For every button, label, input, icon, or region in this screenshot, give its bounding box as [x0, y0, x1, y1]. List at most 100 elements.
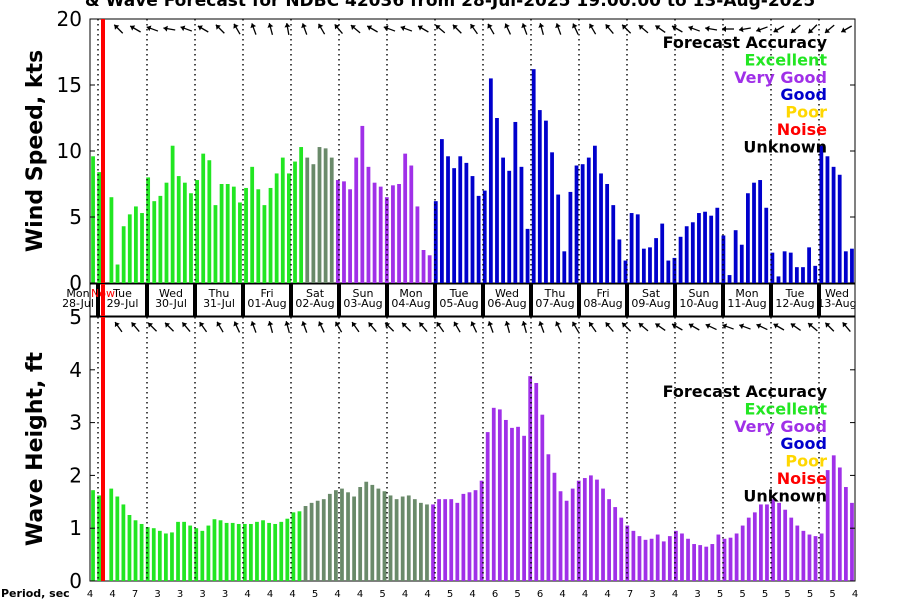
day-name: Sat — [306, 287, 325, 300]
legend-title: Forecast Accuracy — [663, 33, 828, 52]
day-divider — [145, 284, 149, 316]
bar — [440, 139, 444, 283]
period-value: 4 — [334, 589, 340, 600]
bar — [287, 173, 291, 283]
direction-arrow — [589, 23, 597, 35]
day-name: Thu — [208, 287, 230, 300]
day-name: Mon — [399, 287, 422, 300]
bar — [510, 427, 514, 581]
direction-arrow — [621, 322, 632, 332]
direction-arrow — [688, 323, 700, 331]
bar — [303, 506, 308, 581]
direction-arrow — [790, 24, 801, 34]
bar — [297, 511, 302, 581]
bar — [256, 189, 261, 283]
direction-arrow — [521, 321, 528, 333]
bar — [97, 172, 102, 283]
direction-arrow — [521, 23, 528, 35]
day-date: 05-Aug — [439, 297, 478, 310]
bar — [419, 502, 423, 581]
bar — [794, 267, 799, 283]
direction-arrow — [383, 25, 396, 32]
bar — [801, 530, 806, 581]
bar — [151, 528, 156, 581]
bar — [425, 504, 429, 581]
bar — [540, 414, 545, 581]
day-divider — [577, 284, 581, 316]
direction-arrow — [401, 322, 412, 332]
bar — [807, 247, 811, 283]
bar — [831, 166, 836, 283]
bar — [164, 182, 169, 283]
bar — [690, 222, 695, 283]
bar — [531, 69, 536, 283]
bar — [758, 180, 763, 283]
y-tick-label: 3 — [69, 411, 82, 435]
bar — [605, 184, 610, 283]
direction-arrow — [487, 321, 494, 333]
y-tick-label: 0 — [69, 271, 82, 295]
direction-arrow — [400, 25, 413, 32]
bar — [366, 166, 371, 283]
bar — [273, 523, 278, 581]
bar — [570, 488, 575, 581]
bar — [722, 538, 727, 581]
period-value: 5 — [717, 589, 723, 600]
bar — [323, 148, 328, 283]
day-divider — [529, 284, 533, 316]
day-date: 07-Aug — [535, 297, 574, 310]
direction-arrow — [807, 24, 818, 34]
bar — [485, 432, 490, 581]
bar — [176, 521, 180, 581]
day-bar-frame — [89, 283, 856, 317]
bar — [121, 226, 126, 283]
day-name: Wed — [495, 287, 519, 300]
bar — [740, 525, 745, 581]
y-axis-label: Wave Height, ft — [23, 351, 48, 546]
period-value: 3 — [694, 589, 700, 600]
period-value: 5 — [312, 589, 318, 600]
bar — [238, 202, 242, 283]
bar — [437, 499, 441, 581]
direction-arrow — [250, 321, 257, 333]
bar — [556, 194, 561, 283]
bar — [546, 454, 551, 581]
direction-arrow — [114, 321, 123, 333]
direction-arrow — [705, 25, 718, 32]
legend-item: Good — [780, 434, 827, 453]
bar — [507, 170, 512, 283]
bar — [340, 488, 344, 581]
direction-arrow — [147, 322, 158, 332]
legend-item: Poor — [785, 103, 827, 122]
period-value: 4 — [357, 589, 363, 600]
direction-arrow — [250, 23, 257, 35]
direction-arrow — [301, 23, 308, 35]
bar — [788, 252, 793, 283]
bar — [97, 495, 101, 581]
direction-arrow — [366, 25, 378, 33]
day-divider — [385, 284, 389, 316]
direction-arrow — [164, 322, 175, 332]
bar — [534, 383, 539, 581]
bar — [703, 211, 707, 283]
bar — [843, 251, 848, 283]
legend-item: Very Good — [734, 417, 827, 436]
bar — [461, 493, 466, 581]
day-divider — [481, 284, 485, 316]
direction-arrow — [453, 321, 461, 333]
bar — [497, 409, 502, 581]
bar — [771, 499, 775, 581]
y-tick-label: 5 — [69, 205, 82, 229]
bar — [482, 190, 487, 283]
period-value: 5 — [739, 589, 745, 600]
direction-arrow — [384, 322, 395, 332]
bar — [716, 534, 721, 581]
bar — [564, 500, 569, 581]
period-value: 4 — [604, 589, 610, 600]
bar — [382, 491, 387, 581]
bar — [127, 515, 132, 581]
bar — [449, 499, 454, 581]
wind-speed-panel: 0 5 10 15 20 Wind Speed, kts Forecast Accuracy… — [23, 7, 856, 295]
bar — [285, 518, 290, 581]
bar — [777, 502, 781, 581]
